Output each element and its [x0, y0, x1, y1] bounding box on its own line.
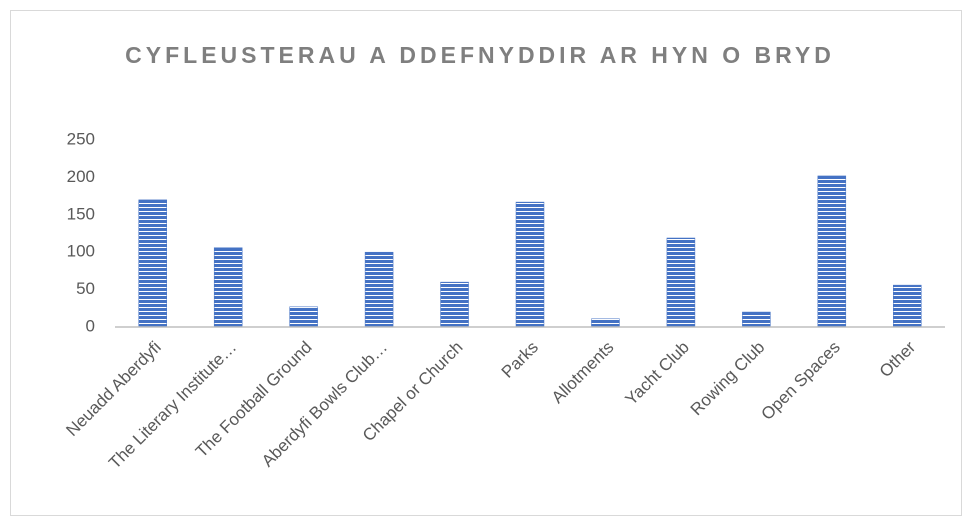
x-tick-label: Aberdyfi Bowls Club…: [258, 338, 391, 471]
bar: [817, 175, 847, 328]
y-tick-label: 100: [67, 242, 95, 261]
x-tick-label: The Literary Institute…: [105, 338, 240, 473]
bar: [591, 318, 620, 328]
bar: [289, 306, 318, 328]
bar: [893, 284, 922, 328]
bar: [666, 237, 696, 328]
y-tick-label: 200: [67, 167, 95, 186]
x-tick-label: Open Spaces: [758, 338, 844, 424]
y-tick-label: 150: [67, 204, 95, 223]
y-tick-label: 50: [76, 279, 95, 298]
y-tick-label: 0: [86, 316, 95, 335]
x-tick-label: Yacht Club: [622, 338, 693, 409]
y-tick-label: 250: [67, 129, 95, 148]
chart-border: [10, 10, 962, 516]
bar: [440, 281, 469, 328]
bar: [364, 251, 394, 328]
x-tick-label: Allotments: [548, 338, 618, 408]
x-tick-label: Rowing Club: [687, 338, 769, 420]
x-tick-label: Other: [876, 337, 920, 381]
x-tick-label: Parks: [498, 338, 542, 382]
bar: [138, 199, 167, 328]
bar: [213, 247, 243, 328]
bar: [515, 201, 545, 328]
bar: [742, 311, 771, 328]
chart-title: CYFLEUSTERAU A DDEFNYDDIR AR HYN O BRYD: [125, 42, 835, 68]
